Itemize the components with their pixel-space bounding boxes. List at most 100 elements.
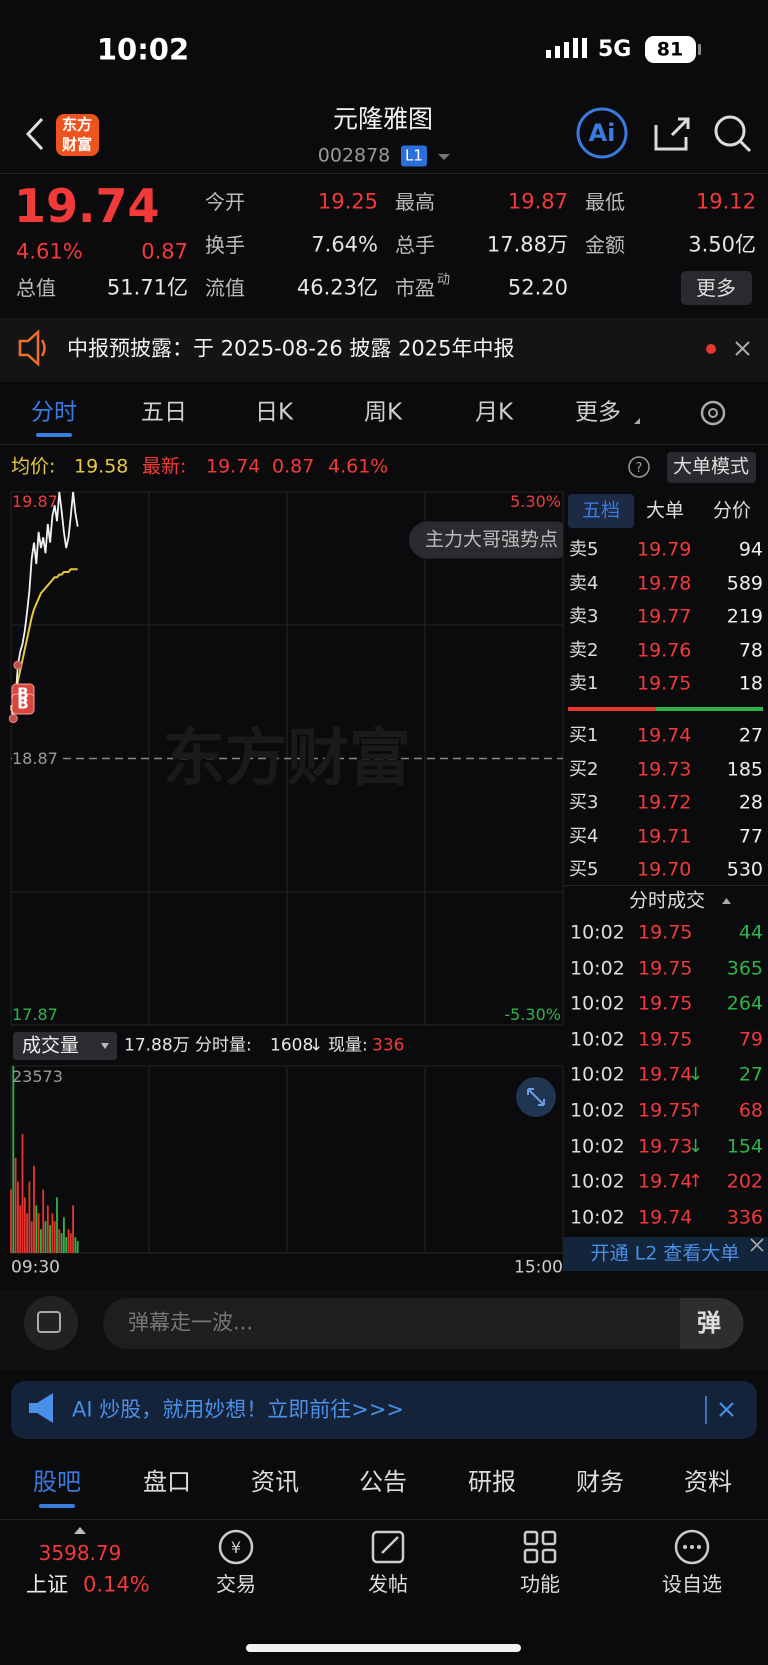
volume-bar — [74, 1237, 77, 1253]
danmaku-button[interactable] — [680, 1298, 744, 1349]
field-value: 7.64% — [311, 232, 378, 257]
bubble[interactable]: 主力大哥强势点 — [409, 521, 563, 559]
buy-marker — [11, 693, 35, 715]
nav-item[interactable]: 设自选 — [662, 1572, 722, 1596]
field-value: 46.23亿 — [296, 275, 378, 300]
volume-bar — [12, 1066, 15, 1253]
order-tab[interactable]: 分价 — [712, 499, 752, 522]
volume-bar — [72, 1205, 74, 1253]
mode-button-label[interactable]: 大单模式 — [672, 455, 750, 478]
pct-label: -5.30% — [504, 1005, 561, 1024]
chart-info: 4.61% — [328, 455, 389, 478]
divider — [563, 885, 768, 886]
watchlist-icon[interactable] — [674, 1529, 710, 1565]
more-button[interactable] — [681, 271, 752, 305]
trades-title[interactable]: 分时成交 — [628, 889, 706, 912]
book-label: 卖1 — [569, 673, 599, 694]
signal-icon — [546, 38, 587, 58]
bottom-tab[interactable]: 资料 — [684, 1468, 732, 1496]
tab[interactable]: 分时 — [31, 399, 77, 426]
index-arrow — [74, 1527, 86, 1534]
help-icon[interactable] — [628, 456, 650, 478]
trade-price: 19.75 — [638, 992, 693, 1015]
volume-bar — [53, 1221, 56, 1253]
buy-marker-label: B — [17, 694, 29, 713]
bottom-tab[interactable]: 股吧 — [33, 1468, 81, 1496]
trade-time: 10:02 — [570, 921, 625, 944]
collapse-icon[interactable] — [722, 898, 731, 904]
danmaku-icon[interactable] — [24, 1296, 78, 1350]
post-icon — [381, 1536, 399, 1554]
l2-banner-bg[interactable] — [563, 1237, 768, 1271]
nav-item[interactable]: 发帖 — [368, 1572, 408, 1596]
bottom-tab[interactable]: 研报 — [468, 1468, 516, 1496]
volume-bar — [65, 1237, 68, 1253]
notice-bg — [0, 318, 768, 382]
field-value: 19.12 — [695, 189, 756, 214]
dropdown-icon[interactable] — [438, 154, 450, 160]
nav-item[interactable]: 功能 — [520, 1572, 560, 1596]
bottom-tab[interactable]: 盘口 — [143, 1468, 191, 1496]
bottom-tab[interactable]: 财务 — [576, 1468, 624, 1496]
tab[interactable]: 日K — [254, 399, 294, 426]
book-label: 卖5 — [569, 539, 599, 560]
settings-icon[interactable] — [700, 400, 726, 426]
volume-bar — [19, 1205, 22, 1253]
more-button-label[interactable]: 更多 — [696, 276, 736, 300]
nav-item[interactable]: 交易 — [216, 1572, 256, 1596]
network: 5G — [598, 37, 632, 62]
search-icon[interactable] — [714, 115, 746, 147]
book-volume: 589 — [726, 572, 763, 594]
speaker-icon — [18, 329, 40, 367]
trade-point — [8, 714, 18, 724]
tab[interactable]: 周K — [363, 399, 403, 426]
book-price: 19.78 — [637, 572, 692, 594]
danmaku-button-label[interactable]: 弹 — [697, 1309, 721, 1337]
back-icon[interactable] — [25, 117, 44, 151]
tab[interactable]: 五日 — [141, 399, 187, 426]
function-icon[interactable] — [523, 1530, 557, 1564]
ai-label[interactable]: Ai — [588, 119, 616, 147]
mode-button[interactable] — [667, 452, 756, 483]
field-value: 51.71亿 — [106, 275, 188, 300]
order-tab[interactable]: 五档 — [581, 499, 621, 522]
tab[interactable]: 更多 — [575, 399, 621, 426]
trade-time: 10:02 — [570, 1206, 625, 1229]
level-badge[interactable]: L1 — [401, 145, 427, 167]
trade-icon[interactable] — [218, 1529, 254, 1565]
close-icon[interactable] — [750, 1238, 764, 1252]
bottom-tab[interactable]: 公告 — [359, 1468, 407, 1496]
volume-selector-label[interactable]: 成交量 — [22, 1034, 80, 1057]
tab[interactable]: 月K — [474, 399, 514, 426]
volume-bar — [14, 1157, 17, 1253]
close-icon[interactable] — [735, 341, 750, 356]
volume-bar — [23, 1197, 26, 1253]
ai-icon[interactable] — [576, 107, 628, 159]
ai-banner-text[interactable]: AI 炒股，就用妙想！立即前往>>> — [72, 1397, 405, 1422]
comment-input[interactable] — [103, 1298, 743, 1349]
order-tab[interactable]: 大单 — [645, 499, 685, 522]
index-value[interactable]: 3598.79 — [38, 1541, 122, 1565]
book-volume: 94 — [738, 538, 763, 561]
book-volume: 219 — [726, 605, 763, 628]
post-icon[interactable] — [371, 1530, 405, 1564]
battery — [645, 36, 696, 63]
field-label: 最低 — [585, 190, 625, 214]
trade-time: 10:02 — [570, 1099, 625, 1122]
share-icon[interactable] — [654, 117, 690, 151]
bottom-tab[interactable]: 资讯 — [251, 1468, 299, 1496]
volume-bar — [51, 1213, 54, 1253]
chart-info: 0.87 — [272, 455, 315, 478]
trade-arrow: ↑ — [688, 1171, 704, 1193]
trade-price: 19.75 — [638, 1028, 693, 1051]
ai-banner-bg[interactable] — [11, 1381, 757, 1439]
book-volume: 530 — [726, 858, 763, 881]
battery-tip — [698, 44, 701, 55]
index-name: 上证 — [26, 1572, 68, 1597]
comment-placeholder: 弹幕走一波... — [128, 1310, 254, 1335]
volume-selector[interactable] — [13, 1032, 117, 1060]
notice-text[interactable]: 中报预披露：于 2025-08-26 披露 2025年中报 — [67, 336, 515, 361]
close-icon[interactable] — [719, 1402, 734, 1417]
l2-banner[interactable]: 开通 L2 查看大单 — [590, 1242, 740, 1265]
unread-dot — [706, 344, 716, 354]
